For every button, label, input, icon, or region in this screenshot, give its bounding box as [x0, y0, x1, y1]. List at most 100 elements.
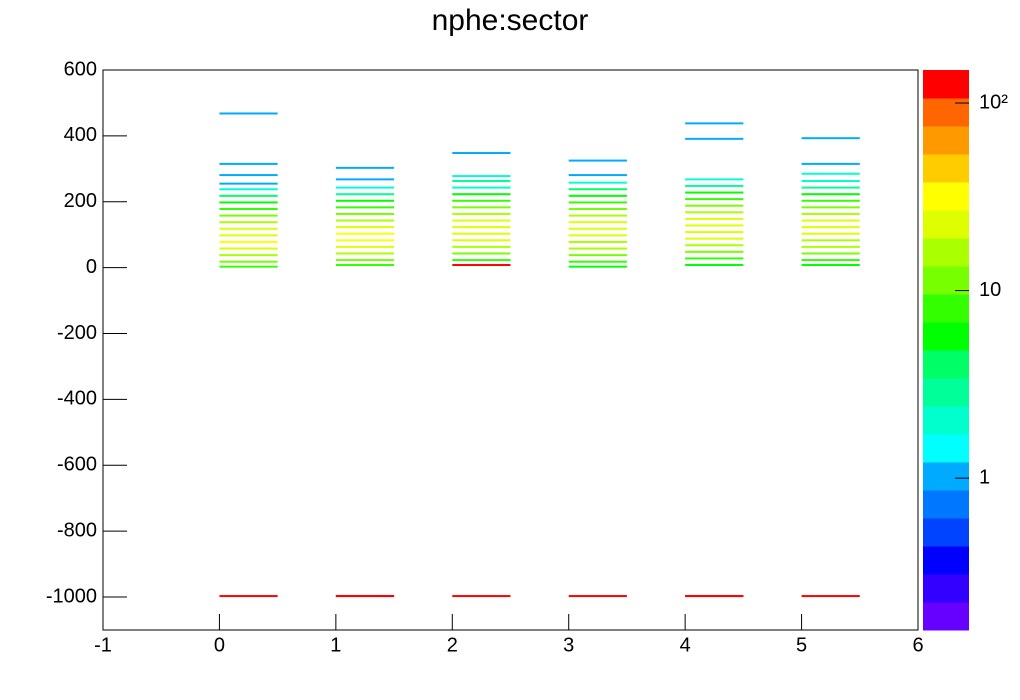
cell: [219, 254, 278, 257]
cell: [219, 595, 278, 598]
y-tick-label: 600: [64, 58, 97, 80]
cell: [801, 193, 860, 196]
color-swatch: [923, 98, 969, 127]
y-tick-label: -600: [57, 454, 97, 476]
cell: [685, 204, 744, 207]
cell: [801, 212, 860, 215]
cell: [568, 214, 627, 217]
cell: [335, 239, 395, 242]
cell: [801, 206, 860, 209]
cell: [452, 180, 511, 182]
cell: [685, 191, 744, 194]
cell: [219, 182, 278, 185]
plot-frame: [102, 69, 919, 631]
cell: [452, 252, 511, 255]
color-swatch: [923, 350, 969, 379]
cell: [452, 199, 511, 202]
cell: [219, 247, 278, 250]
color-swatch: [923, 70, 969, 99]
cell: [685, 122, 744, 125]
x-tick-label: 2: [447, 634, 458, 656]
color-swatch: [923, 182, 969, 211]
cell: [335, 264, 395, 266]
cell: [801, 252, 860, 255]
cell: [568, 201, 627, 204]
color-swatch: [923, 546, 969, 575]
cell: [335, 199, 395, 202]
x-tick-label: -1: [94, 634, 112, 656]
cell: [685, 595, 744, 598]
cell: [801, 264, 860, 266]
cell: [685, 178, 744, 181]
color-swatch: [923, 574, 969, 603]
cell: [568, 254, 627, 257]
cell: [452, 212, 511, 215]
cell: [452, 239, 511, 242]
cell: [335, 212, 395, 215]
z-tick-label: 10: [979, 279, 1001, 301]
cell: [335, 219, 395, 222]
cell: [452, 259, 511, 262]
cell: [219, 240, 278, 243]
cell: [452, 186, 511, 189]
cell: [685, 137, 744, 140]
cell: [452, 226, 511, 229]
x-tick-label: 0: [214, 634, 225, 656]
cell: [685, 250, 744, 253]
z-tick-label: 1: [979, 466, 990, 488]
cell: [335, 245, 395, 248]
color-swatch: [923, 406, 969, 435]
y-tick-label: -200: [57, 322, 97, 344]
cell: [801, 199, 860, 202]
cell: [335, 595, 395, 598]
cell: [685, 237, 744, 240]
cell: [801, 186, 860, 189]
cell: [219, 227, 278, 230]
cell: [219, 112, 278, 115]
cell: [335, 206, 395, 209]
y-tick-label: -1000: [46, 585, 97, 607]
cell: [219, 208, 278, 210]
cell: [335, 178, 395, 181]
cell: [801, 137, 860, 140]
color-swatch: [923, 238, 969, 267]
x-tick-label: 5: [796, 634, 807, 656]
cell: [568, 227, 627, 230]
color-swatch: [923, 266, 969, 295]
cell: [335, 226, 395, 229]
cell: [452, 193, 511, 196]
cell: [568, 159, 627, 162]
cell: [452, 595, 511, 598]
cell: [219, 214, 278, 217]
cell: [568, 595, 627, 598]
cell: [219, 188, 278, 191]
x-tick-label: 3: [563, 634, 574, 656]
cell: [801, 232, 860, 235]
color-swatch: [923, 434, 969, 463]
color-swatch: [923, 378, 969, 407]
cell: [335, 166, 395, 169]
cell: [452, 232, 511, 235]
cell: [452, 245, 511, 248]
cell: [568, 260, 627, 263]
cell: [801, 226, 860, 229]
color-swatch: [923, 322, 969, 351]
cell: [219, 265, 278, 268]
color-swatch: [923, 490, 969, 519]
cell: [219, 201, 278, 204]
cell: [452, 152, 511, 154]
y-tick-label: 200: [64, 190, 97, 212]
cell: [568, 174, 627, 177]
color-swatch: [923, 462, 969, 491]
y-tick-label: 400: [64, 124, 97, 146]
x-tick-label: 1: [330, 634, 341, 656]
cell: [219, 162, 278, 165]
color-swatch: [923, 126, 969, 155]
cell: [568, 208, 627, 210]
y-tick-label: 0: [86, 256, 97, 278]
cell: [335, 186, 395, 189]
cell: [335, 259, 395, 262]
cell: [452, 206, 511, 209]
